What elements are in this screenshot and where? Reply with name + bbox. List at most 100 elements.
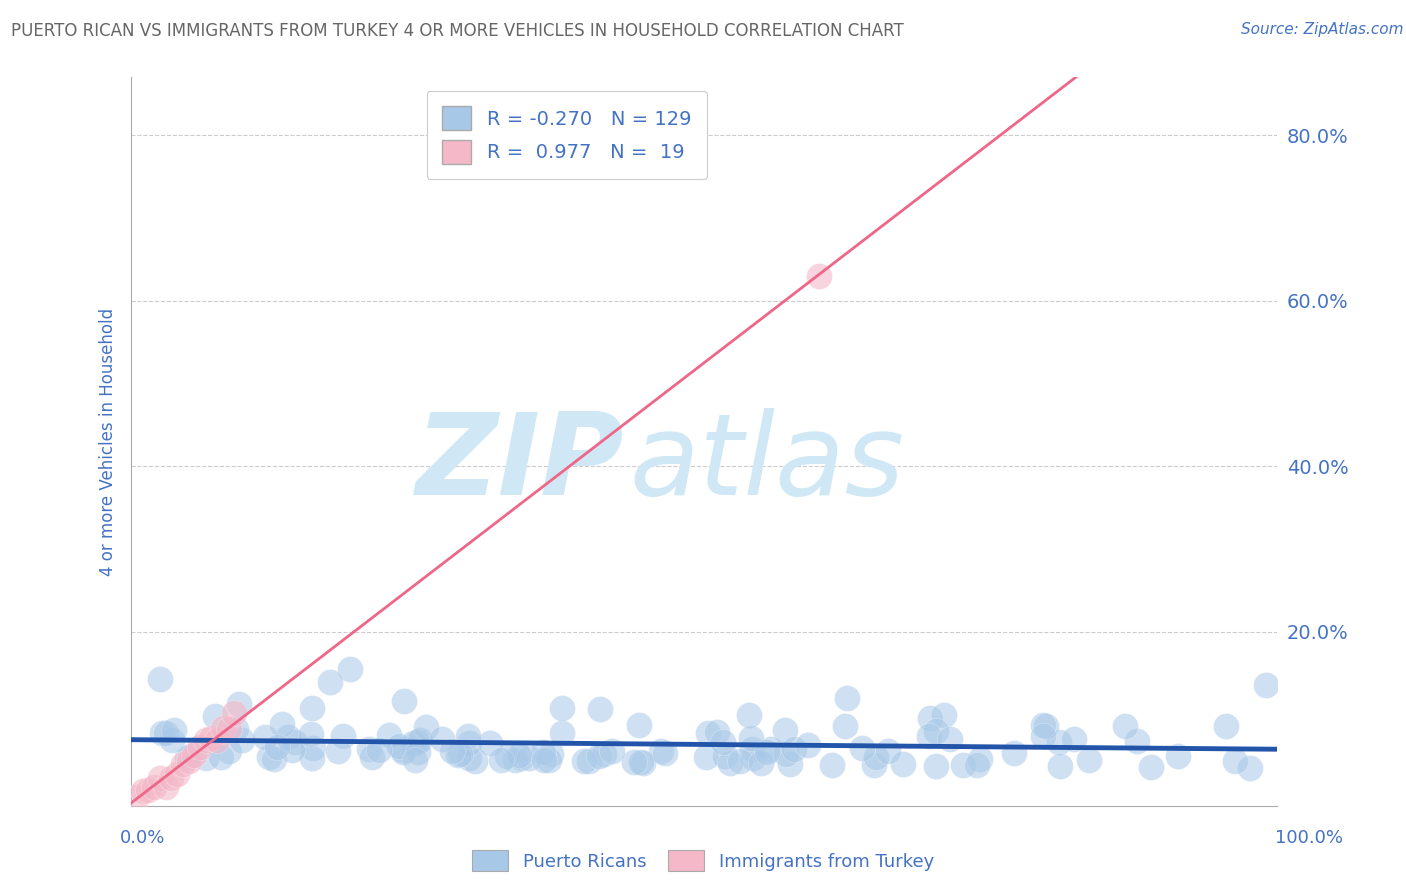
Point [531, 745, 554, 759]
Point [775, 747, 797, 761]
Point [865, 749, 887, 764]
Point [628, 718, 651, 732]
Point [301, 751, 323, 765]
Point [388, 739, 411, 754]
Text: atlas: atlas [630, 408, 905, 519]
Point [200, 731, 222, 745]
Point [149, 771, 172, 785]
Point [807, 268, 830, 283]
Point [1002, 746, 1025, 760]
Point [706, 725, 728, 739]
Point [125, 790, 148, 805]
Point [449, 747, 471, 761]
Point [551, 725, 574, 739]
Point [491, 753, 513, 767]
Point [834, 718, 856, 732]
Point [863, 757, 886, 772]
Point [1215, 719, 1237, 733]
Text: 0.0%: 0.0% [120, 829, 165, 847]
Point [204, 708, 226, 723]
Point [195, 750, 218, 764]
Point [478, 736, 501, 750]
Point [392, 694, 415, 708]
Point [339, 662, 361, 676]
Point [837, 691, 859, 706]
Point [160, 772, 183, 786]
Point [654, 746, 676, 760]
Point [464, 754, 486, 768]
Point [952, 757, 974, 772]
Point [138, 782, 160, 797]
Point [430, 731, 453, 746]
Point [600, 744, 623, 758]
Point [319, 675, 342, 690]
Point [441, 744, 464, 758]
Point [918, 729, 941, 743]
Point [779, 756, 801, 771]
Point [728, 755, 751, 769]
Point [1239, 761, 1261, 775]
Point [1032, 717, 1054, 731]
Point [224, 706, 246, 720]
Point [447, 748, 470, 763]
Point [623, 755, 645, 769]
Point [939, 732, 962, 747]
Point [212, 721, 235, 735]
Point [277, 730, 299, 744]
Point [1223, 754, 1246, 768]
Point [742, 751, 765, 765]
Point [503, 754, 526, 768]
Point [517, 751, 540, 765]
Point [188, 739, 211, 754]
Point [631, 756, 654, 770]
Point [302, 740, 325, 755]
Point [149, 673, 172, 687]
Text: ZIP: ZIP [416, 408, 624, 519]
Point [409, 732, 432, 747]
Point [183, 747, 205, 762]
Point [457, 729, 479, 743]
Point [630, 755, 652, 769]
Y-axis label: 4 or more Vehicles in Household: 4 or more Vehicles in Household [100, 308, 117, 575]
Point [392, 745, 415, 759]
Point [218, 744, 240, 758]
Point [1114, 719, 1136, 733]
Point [179, 749, 201, 764]
Point [510, 751, 533, 765]
Point [851, 741, 873, 756]
Point [588, 748, 610, 763]
Point [266, 739, 288, 754]
Point [759, 741, 782, 756]
Point [458, 735, 481, 749]
Point [1049, 758, 1071, 772]
Point [1140, 760, 1163, 774]
Point [749, 756, 772, 770]
Point [377, 728, 399, 742]
Point [281, 742, 304, 756]
Point [695, 749, 717, 764]
Point [177, 754, 200, 768]
Point [299, 727, 322, 741]
Point [1047, 735, 1070, 749]
Point [711, 735, 734, 749]
Point [496, 748, 519, 763]
Point [714, 748, 737, 763]
Point [696, 726, 718, 740]
Point [401, 736, 423, 750]
Point [1254, 678, 1277, 692]
Point [1078, 753, 1101, 767]
Point [228, 697, 250, 711]
Point [783, 742, 806, 756]
Point [1126, 734, 1149, 748]
Point [254, 731, 277, 745]
Point [367, 742, 389, 756]
Point [1032, 729, 1054, 743]
Point [650, 744, 672, 758]
Point [593, 747, 616, 761]
Point [132, 783, 155, 797]
Point [925, 723, 948, 738]
Point [877, 744, 900, 758]
Point [578, 754, 600, 768]
Point [263, 752, 285, 766]
Point [150, 725, 173, 739]
